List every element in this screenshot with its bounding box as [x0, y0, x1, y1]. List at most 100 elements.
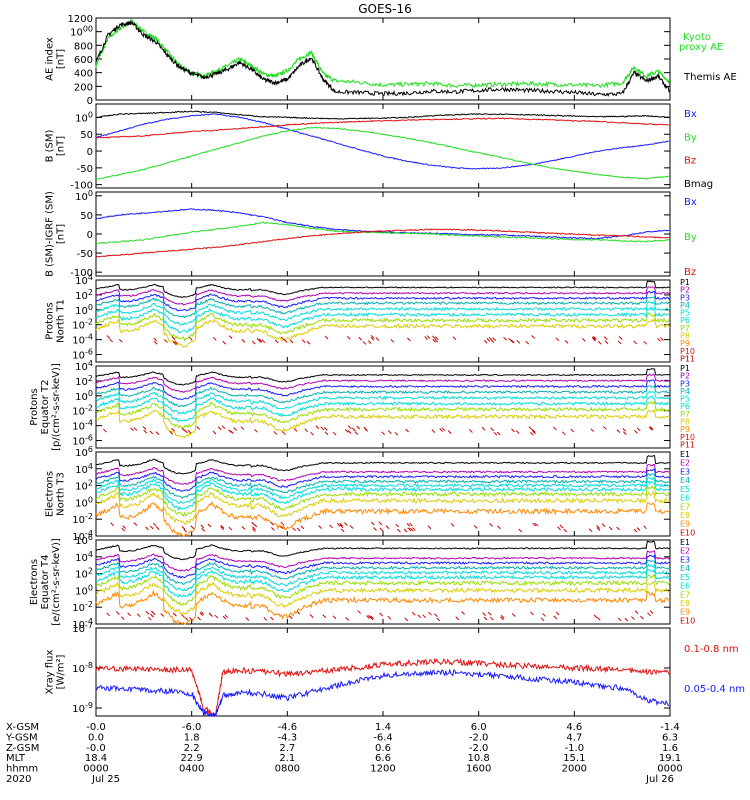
series-group — [95, 368, 671, 439]
legend-label: E5 — [680, 485, 690, 494]
sparse-mark — [593, 335, 597, 340]
x-column-value: 2.1 — [279, 753, 295, 764]
sparse-mark — [534, 522, 539, 527]
sparse-mark — [488, 336, 493, 341]
sparse-mark — [597, 340, 602, 345]
sparse-mark — [405, 428, 409, 433]
x-column-value: 1200 — [370, 764, 395, 775]
series-line-themis-ae — [95, 19, 670, 97]
sparse-mark — [212, 430, 217, 435]
sparse-mark — [616, 429, 621, 434]
sparse-mark — [122, 525, 127, 529]
sparse-mark — [115, 611, 120, 615]
legend-label: 0.1-0.8 nm — [684, 644, 739, 655]
legend-label: E2 — [680, 547, 690, 556]
sparse-mark — [106, 612, 111, 617]
x-column-value: -6.0 — [182, 722, 202, 733]
sparse-mark — [434, 613, 438, 618]
sparse-mark — [640, 615, 644, 620]
sparse-mark — [228, 526, 233, 531]
sparse-mark — [592, 337, 596, 342]
sparse-mark — [274, 339, 279, 344]
sparse-mark — [130, 427, 134, 432]
sparse-mark — [492, 337, 497, 341]
legend-label: E9 — [680, 608, 690, 617]
sparse-mark — [493, 431, 498, 436]
channel-line-6 — [95, 568, 671, 598]
y-tick-label: 10-2 — [72, 600, 93, 614]
legend-label: Bz — [684, 156, 696, 167]
legend-label: E1 — [680, 450, 690, 459]
sparse-mark — [230, 430, 234, 434]
sparse-mark — [647, 612, 651, 617]
legend-label: Themis AE — [683, 72, 737, 83]
panel-ee: 10-4 10-2 100 102 104 106 Electrons Equator T4[… — [29, 533, 695, 631]
sparse-mark — [447, 430, 452, 434]
sparse-mark — [301, 339, 306, 343]
x-column-value: -2.0 — [469, 743, 489, 754]
legend-label: P8 — [680, 418, 690, 427]
sparse-mark — [482, 612, 486, 616]
channel-line-9 — [95, 501, 671, 538]
sparse-mark — [390, 338, 395, 343]
legend-label: E5 — [680, 573, 690, 582]
sparse-mark — [624, 617, 629, 622]
sparse-mark — [434, 336, 439, 341]
y-tick-label: 200 — [74, 82, 93, 93]
sparse-mark — [196, 426, 201, 430]
legend-label: E1 — [680, 538, 690, 547]
sparse-mark — [288, 615, 293, 620]
sparse-mark — [657, 337, 661, 342]
y-tick-label: 10-7 — [72, 621, 93, 635]
y-tick-label: 0 — [87, 147, 93, 158]
sparse-mark — [118, 338, 123, 343]
sparse-mark — [173, 612, 177, 617]
legend-label: E10 — [680, 616, 695, 625]
sparse-mark — [604, 340, 609, 345]
x-column-value: 0400 — [179, 764, 204, 775]
sparse-mark — [292, 527, 296, 531]
legend-label: E4 — [680, 476, 690, 485]
sparse-mark — [270, 616, 274, 621]
sparse-mark — [222, 340, 227, 345]
x-column-value: 6.3 — [662, 732, 678, 743]
sparse-mark — [347, 430, 352, 434]
panel-frame — [95, 17, 671, 101]
panel-xray: 10-9 10-8 10-7 Xray flux [W/m²] 0.1-0.8 nm 0.0… — [45, 621, 745, 718]
sparse-mark — [136, 613, 141, 618]
sparse-mark — [461, 611, 465, 615]
y-axis-label: [W/m²] — [56, 654, 67, 689]
legend-label: E6 — [680, 494, 690, 503]
sparse-mark — [375, 337, 380, 341]
sparse-mark — [306, 340, 311, 345]
legend-label: E3 — [680, 555, 690, 564]
sparse-mark — [406, 337, 411, 342]
series-line-bz — [95, 228, 670, 258]
y-axis-label: Equator T4 — [40, 555, 51, 610]
sparse-mark — [385, 525, 390, 530]
channel-line-2 — [95, 550, 671, 572]
legend-label: Bx — [684, 197, 697, 208]
sparse-mark — [455, 616, 460, 621]
series-group — [95, 208, 670, 258]
x-row-label: X-GSM — [6, 722, 39, 733]
sparse-mark — [469, 429, 473, 433]
sparse-mark — [281, 431, 286, 435]
x-column-value: 6.0 — [471, 722, 487, 733]
y-tick-label: 102 — [75, 374, 93, 388]
sparse-mark — [252, 528, 256, 532]
legend-label: Bmag — [684, 179, 713, 190]
sparse-mark — [133, 522, 138, 526]
sparse-mark — [270, 521, 274, 526]
y-axis-label: [nT] — [56, 136, 67, 156]
sparse-mark — [591, 336, 596, 341]
sparse-mark — [320, 426, 325, 431]
sparse-mark — [497, 525, 501, 530]
channel-line-8 — [95, 408, 671, 439]
